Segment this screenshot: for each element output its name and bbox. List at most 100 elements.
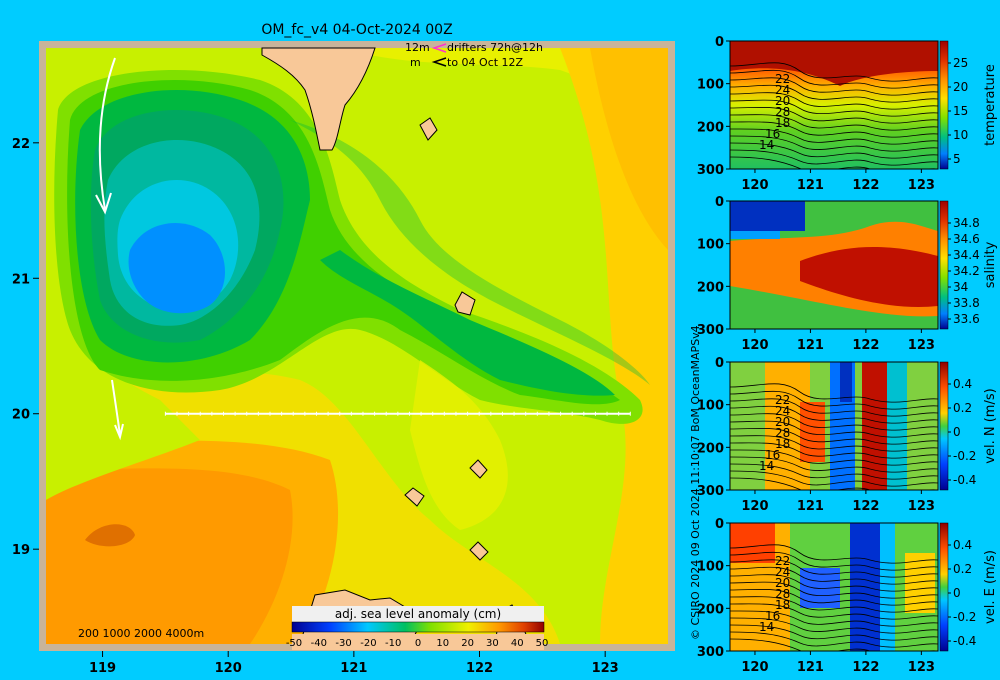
panel-y-tick-label: 0 bbox=[715, 356, 724, 371]
map-x-tick-label: 119 bbox=[89, 661, 116, 676]
contour-line bbox=[730, 559, 938, 578]
panel-cbar-tick-label: 0.2 bbox=[953, 562, 972, 576]
drifter-track-2 bbox=[111, 379, 121, 436]
bathymetry-label: 200 1000 2000 4000m bbox=[78, 627, 204, 640]
colorbar-tick-label: 20 bbox=[461, 638, 474, 649]
contour-line bbox=[730, 566, 938, 585]
contour-line bbox=[730, 617, 938, 634]
contour-line bbox=[730, 398, 938, 417]
panel-x-tick-label: 122 bbox=[852, 660, 879, 675]
legend-m: m bbox=[410, 56, 421, 69]
panel-x-tick-label: 121 bbox=[797, 499, 824, 514]
contour-line bbox=[730, 77, 938, 96]
contour-label: 20 bbox=[775, 576, 790, 590]
contour-label: 22 bbox=[775, 554, 790, 568]
contour-line bbox=[730, 463, 938, 480]
panel-colorbar bbox=[939, 522, 949, 652]
map-x-ticks: 119 120 121 122 123 bbox=[89, 651, 619, 676]
contour-line bbox=[730, 449, 938, 466]
panel-cbar-tick-label: -0.4 bbox=[953, 473, 976, 487]
colorbar-tick-label: 50 bbox=[536, 638, 549, 649]
contour-label: 18 bbox=[775, 116, 790, 130]
map-y-tick-label: 22 bbox=[12, 137, 30, 152]
drifter-arrowhead-1 bbox=[95, 192, 112, 215]
panel-frame bbox=[729, 40, 939, 170]
contour-line bbox=[730, 551, 938, 571]
contour-line bbox=[730, 106, 938, 124]
colorbar-tick-label: -10 bbox=[385, 638, 401, 649]
panel-y-tick-label: 100 bbox=[697, 399, 724, 414]
map-x-tick-label: 121 bbox=[340, 661, 367, 676]
colorbar-label-bg bbox=[292, 606, 544, 622]
contour-line bbox=[730, 477, 938, 490]
contour-line bbox=[730, 456, 938, 473]
panel-cbar-tick-label: 10 bbox=[953, 128, 968, 142]
drifter-legend: 12m m drifters 72h@12h to 04 Oct 12Z bbox=[405, 41, 543, 69]
contour-line bbox=[730, 435, 938, 452]
panel-field bbox=[730, 201, 938, 329]
map-y-tick-label: 19 bbox=[12, 543, 30, 558]
colorbar-tick-label: -50 bbox=[286, 638, 302, 649]
panel-x-tick-label: 120 bbox=[741, 660, 768, 675]
contour-line bbox=[730, 638, 938, 651]
colorbar-tick-label: 40 bbox=[511, 638, 524, 649]
contour-line bbox=[730, 470, 938, 487]
contour-label: 14 bbox=[759, 138, 774, 152]
colorbar-gradient bbox=[291, 621, 545, 633]
panel-field bbox=[730, 41, 938, 169]
panel-colorbar bbox=[939, 40, 949, 170]
panel-x-tick-label: 120 bbox=[741, 499, 768, 514]
panel-y-tick-label: 200 bbox=[697, 602, 724, 617]
colorbar-ticks: -50 -40 -30 -20 -10 0 10 20 30 40 50 bbox=[286, 638, 549, 649]
panel-cbar-tick-label: 34.2 bbox=[953, 264, 980, 278]
panel-variable-label: vel. N (m/s) bbox=[983, 388, 998, 463]
panel-cbar-tick-label: 34.8 bbox=[953, 216, 980, 230]
contour-line bbox=[730, 581, 938, 599]
contour-line bbox=[730, 588, 938, 606]
credit-text: © CSIRO 2024 09 Oct 2024 11:10:07 BoM Oc… bbox=[689, 325, 702, 640]
contour-line bbox=[730, 142, 938, 159]
panel-y-tick-label: 0 bbox=[715, 195, 724, 210]
panel-cbar-tick-label: 34.4 bbox=[953, 248, 980, 262]
panel-variable-label: vel. E (m/s) bbox=[983, 550, 998, 624]
contour-line bbox=[730, 413, 938, 431]
panel-cbar-tick-label: 34.6 bbox=[953, 232, 980, 246]
contour-label: 18 bbox=[775, 598, 790, 612]
contour-line bbox=[730, 156, 938, 169]
contour-line bbox=[730, 92, 938, 110]
sea-level-field bbox=[46, 48, 668, 644]
contour-line bbox=[730, 84, 938, 103]
contour-line bbox=[730, 62, 938, 82]
contour-label: 28 bbox=[775, 587, 790, 601]
panel-y-tick-label: 300 bbox=[697, 484, 724, 499]
colorbar-tick-label: -40 bbox=[311, 638, 327, 649]
colorbar-tick-label: 10 bbox=[436, 638, 449, 649]
drifter-arrowhead-2 bbox=[114, 423, 124, 441]
contour-label: 24 bbox=[775, 565, 790, 579]
contour-label: 14 bbox=[759, 620, 774, 634]
contour-line bbox=[730, 631, 938, 648]
colorbar-tick-label: -30 bbox=[335, 638, 351, 649]
panel-cbar-tick-label: 0.4 bbox=[953, 538, 972, 552]
contour-label: 28 bbox=[775, 105, 790, 119]
panel-x-tick-label: 120 bbox=[741, 338, 768, 353]
contour-label: 22 bbox=[775, 393, 790, 407]
panel-x-tick-label: 120 bbox=[741, 178, 768, 193]
colorbar-ticklabel-bg bbox=[292, 634, 544, 650]
panel-cbar-tick-label: 25 bbox=[953, 56, 968, 70]
contour-line bbox=[730, 114, 938, 131]
contour-line bbox=[730, 149, 938, 166]
contour-label: 24 bbox=[775, 404, 790, 418]
contour-line bbox=[730, 610, 938, 627]
panel-y-tick-label: 300 bbox=[697, 323, 724, 338]
legend-to-date: to 04 Oct 12Z bbox=[447, 56, 524, 69]
panel-frame bbox=[729, 200, 939, 330]
panel-cbar-tick-label: 0.2 bbox=[953, 401, 972, 415]
map-y-tick-label: 21 bbox=[12, 272, 30, 287]
contour-line bbox=[730, 427, 938, 445]
panel-variable-label: salinity bbox=[983, 241, 998, 288]
section-panel-sal: 120 121 122 123 0 100 200 300 34.8 34.6 34.4 34.2 34… bbox=[697, 195, 998, 353]
contour-line bbox=[730, 624, 938, 641]
